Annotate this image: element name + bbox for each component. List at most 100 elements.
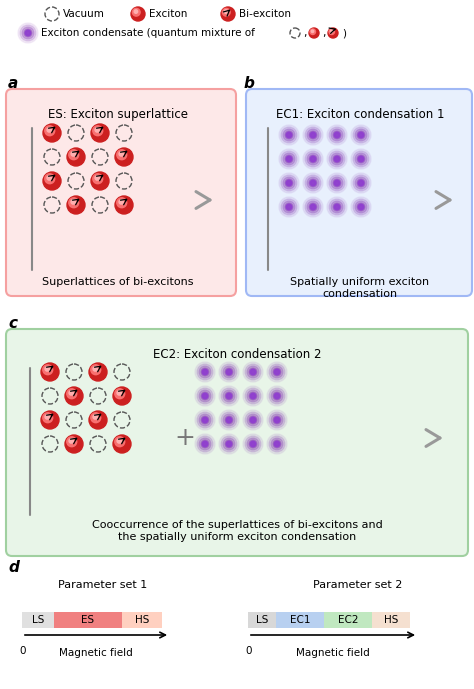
Circle shape: [334, 181, 340, 186]
Circle shape: [245, 436, 261, 452]
Circle shape: [250, 441, 256, 446]
Circle shape: [359, 157, 363, 161]
Circle shape: [353, 199, 369, 215]
Text: EC2: EC2: [338, 615, 358, 625]
Circle shape: [311, 181, 315, 185]
Circle shape: [43, 364, 53, 375]
Circle shape: [303, 197, 323, 217]
Circle shape: [195, 362, 215, 382]
Circle shape: [359, 181, 363, 185]
Circle shape: [287, 157, 291, 161]
Circle shape: [331, 177, 343, 189]
Circle shape: [310, 204, 316, 209]
Circle shape: [202, 441, 208, 446]
Circle shape: [269, 412, 285, 428]
Text: Magnetic field: Magnetic field: [296, 648, 370, 658]
Circle shape: [330, 30, 333, 32]
Circle shape: [335, 181, 339, 185]
Circle shape: [203, 394, 207, 398]
Text: ): ): [342, 28, 346, 38]
Circle shape: [355, 201, 367, 213]
Circle shape: [311, 30, 314, 32]
Circle shape: [201, 392, 209, 400]
Circle shape: [227, 442, 231, 446]
Circle shape: [281, 151, 297, 167]
Circle shape: [247, 390, 259, 402]
Circle shape: [279, 125, 299, 145]
Circle shape: [224, 10, 228, 13]
Circle shape: [328, 28, 338, 38]
Circle shape: [333, 203, 341, 211]
Circle shape: [269, 364, 285, 380]
Circle shape: [67, 437, 77, 446]
Circle shape: [307, 129, 319, 141]
Text: 0: 0: [246, 646, 252, 656]
Circle shape: [243, 362, 263, 382]
Text: a: a: [8, 76, 18, 91]
Circle shape: [249, 440, 257, 448]
Circle shape: [274, 418, 280, 423]
Circle shape: [45, 415, 50, 419]
Text: ES: Exciton superlattice: ES: Exciton superlattice: [48, 108, 188, 121]
Circle shape: [335, 205, 339, 209]
Circle shape: [271, 438, 283, 450]
Text: LS: LS: [256, 615, 268, 625]
Circle shape: [221, 7, 235, 21]
Circle shape: [221, 436, 237, 452]
Text: Vacuum: Vacuum: [63, 9, 105, 19]
Circle shape: [283, 153, 295, 165]
Circle shape: [333, 131, 341, 139]
Circle shape: [309, 28, 319, 38]
Circle shape: [197, 412, 213, 428]
Circle shape: [223, 366, 235, 378]
Circle shape: [202, 418, 208, 423]
Circle shape: [95, 127, 100, 132]
Circle shape: [303, 173, 323, 193]
Circle shape: [309, 131, 317, 139]
Circle shape: [41, 411, 59, 429]
Circle shape: [283, 129, 295, 141]
Circle shape: [286, 156, 292, 162]
Circle shape: [333, 155, 341, 163]
Circle shape: [225, 440, 233, 448]
Circle shape: [333, 179, 341, 187]
Circle shape: [71, 200, 75, 204]
Circle shape: [305, 199, 321, 215]
Circle shape: [305, 175, 321, 191]
Circle shape: [251, 442, 255, 446]
Circle shape: [267, 434, 287, 454]
Circle shape: [115, 437, 125, 446]
Circle shape: [353, 151, 369, 167]
Circle shape: [245, 388, 261, 404]
Circle shape: [219, 386, 239, 406]
Text: Parameter set 1: Parameter set 1: [58, 580, 147, 590]
Circle shape: [311, 205, 315, 209]
Circle shape: [353, 127, 369, 143]
Circle shape: [307, 153, 319, 165]
Bar: [22, 612, 54, 628]
Circle shape: [203, 442, 207, 446]
Circle shape: [199, 414, 211, 426]
Circle shape: [351, 125, 371, 145]
Text: Cooccurrence of the superlattices of bi-excitons and
the spatially uniform excit: Cooccurrence of the superlattices of bi-…: [91, 520, 383, 542]
Circle shape: [274, 369, 280, 375]
Text: HS: HS: [384, 615, 398, 625]
FancyBboxPatch shape: [6, 329, 468, 556]
Circle shape: [117, 150, 127, 160]
Circle shape: [221, 364, 237, 380]
Circle shape: [243, 434, 263, 454]
Circle shape: [359, 133, 363, 137]
Circle shape: [43, 172, 61, 190]
Circle shape: [195, 434, 215, 454]
Circle shape: [202, 393, 208, 399]
Circle shape: [285, 155, 293, 163]
Circle shape: [201, 416, 209, 424]
Circle shape: [307, 201, 319, 213]
Text: Magnetic field: Magnetic field: [59, 648, 133, 658]
Circle shape: [65, 435, 83, 453]
Circle shape: [286, 204, 292, 209]
Text: EC1: Exciton condensation 1: EC1: Exciton condensation 1: [276, 108, 444, 121]
Circle shape: [93, 174, 103, 184]
Circle shape: [115, 148, 133, 166]
Text: +: +: [174, 426, 195, 450]
